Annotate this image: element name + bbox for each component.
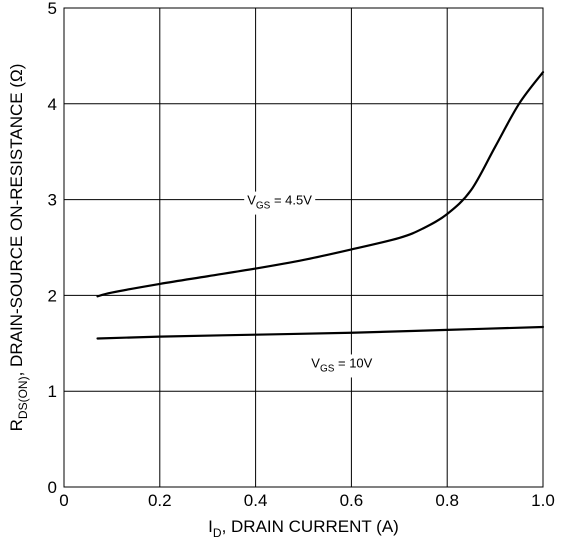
y-tick-labels: 0 1 2 3 4 5 [48, 0, 57, 497]
x-axis-label: ID, DRAIN CURRENT (A) [208, 517, 399, 540]
y-axis-label-subscript: DS(ON) [16, 376, 30, 419]
x-tick-label: 0 [59, 491, 68, 510]
y-axis-label-main: R [7, 419, 26, 431]
series-lines [96, 71, 545, 340]
series-line-0 [96, 71, 545, 298]
x-axis-label-main: I [208, 517, 213, 536]
y-tick-label: 2 [48, 286, 57, 305]
annotation-background [244, 191, 316, 215]
y-tick-label: 0 [48, 478, 57, 497]
y-tick-label: 1 [48, 382, 57, 401]
x-tick-labels: 0 0.2 0.4 0.6 0.8 1.0 [59, 491, 555, 510]
x-tick-label: 0.2 [148, 491, 172, 510]
y-tick-label: 3 [48, 191, 57, 210]
annotation-main: V [247, 193, 256, 208]
plot-frame [63, 7, 544, 488]
x-axis-label-subscript: D [213, 526, 222, 540]
annotation-rest: = 10V [334, 355, 372, 370]
x-axis-label-rest: , DRAIN CURRENT (A) [222, 517, 399, 536]
y-axis-label: RDS(ON), DRAIN-SOURCE ON-RESISTANCE (Ω) [7, 64, 30, 432]
annotation-label: VGS = 10V [311, 355, 372, 374]
series-line-1 [96, 325, 545, 340]
x-tick-label: 0.8 [435, 491, 459, 510]
y-axis-label-rest: , DRAIN-SOURCE ON-RESISTANCE (Ω) [7, 64, 26, 377]
annotation-background [308, 354, 376, 378]
annotation-main: V [311, 355, 320, 370]
y-tick-label: 5 [48, 0, 57, 18]
annotation-subscript: GS [320, 363, 335, 374]
annotation-subscript: GS [256, 201, 271, 212]
x-tick-label: 1.0 [531, 491, 555, 510]
annotation-label: VGS = 4.5V [247, 193, 312, 212]
grid [64, 8, 543, 487]
y-tick-label: 4 [48, 95, 57, 114]
x-tick-label: 0.4 [244, 491, 268, 510]
x-tick-label: 0.6 [340, 491, 364, 510]
annotation-rest: = 4.5V [270, 193, 312, 208]
